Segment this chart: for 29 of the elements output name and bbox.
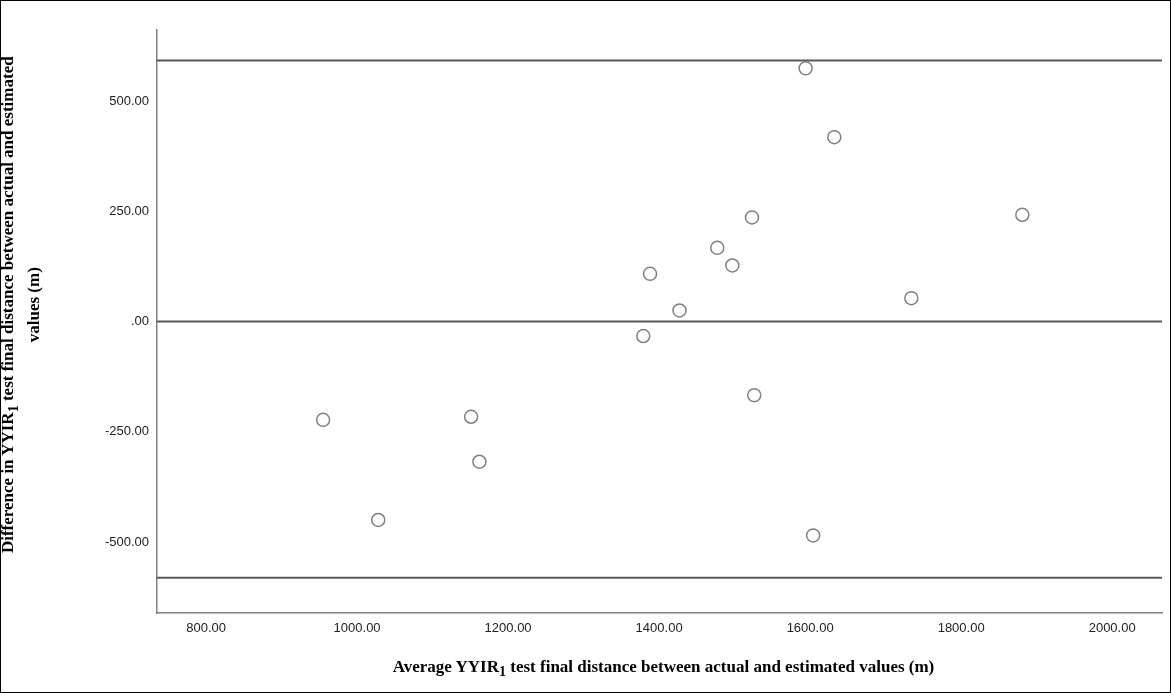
y-tick-label: 250.00 <box>109 202 149 218</box>
x-axis-title: Average YYIR$_{1}$ test final distance between actual and estimated values (m) <box>391 656 936 682</box>
x-tick-label: 1000.00 <box>333 620 381 636</box>
point <box>1015 207 1030 223</box>
x-tick-label: 1400.00 <box>635 620 683 636</box>
x-tick-label: 1800.00 <box>937 620 985 636</box>
point <box>636 328 651 344</box>
y-tick-label: -500.00 <box>104 533 149 549</box>
x-tick-label: 2000.00 <box>1088 620 1136 636</box>
point <box>710 240 725 256</box>
x-tick-label: 1600.00 <box>786 620 834 636</box>
x-tick-label: 1200.00 <box>484 620 532 636</box>
point <box>805 528 821 543</box>
y-tick-label: -250.00 <box>104 423 149 439</box>
point <box>904 290 919 306</box>
point <box>463 409 479 425</box>
point <box>370 512 386 528</box>
point <box>725 258 740 273</box>
x-tick-label: 800.00 <box>186 620 226 636</box>
point <box>472 454 487 469</box>
y-tick-label: 500.00 <box>109 92 149 108</box>
point <box>747 387 762 403</box>
point <box>672 303 687 318</box>
y-tick-label: .00 <box>130 313 149 329</box>
point <box>315 412 331 428</box>
point <box>827 129 842 145</box>
point <box>642 266 658 282</box>
point <box>744 210 760 225</box>
point <box>798 61 813 76</box>
